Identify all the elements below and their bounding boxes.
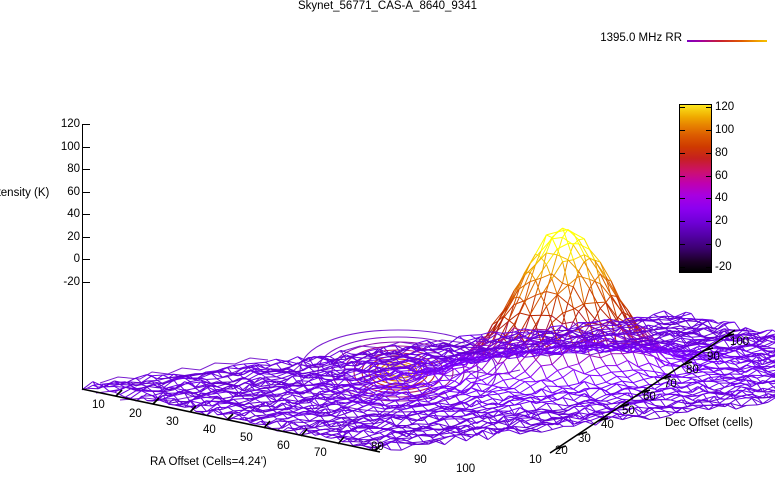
x-axis-tick-label: 90 — [414, 454, 427, 466]
y-axis-ticks — [555, 333, 735, 450]
colorbar-tick-mark-left — [679, 107, 685, 108]
colorbar-tick-mark-right — [706, 267, 712, 268]
y-axis-tick-label: 10 — [529, 454, 542, 466]
surface-wireframe-mesh — [81, 227, 775, 452]
page-title: Skynet_56771_CAS-A_8640_9341 — [297, 0, 478, 12]
x-axis-tick-label: 100 — [456, 463, 476, 475]
legend-line-sample — [687, 40, 767, 42]
legend-entry-label: 1395.0 MHz RR — [600, 32, 682, 44]
y-axis-tick-label: 90 — [707, 351, 720, 363]
x-axis-label: RA Offset (Cells=4.24') — [150, 456, 267, 468]
x-axis-ticks — [115, 389, 382, 452]
y-axis-tick-label: 60 — [643, 391, 656, 403]
colorbar-tick-label: 0 — [715, 238, 722, 251]
z-axis-tick: 80 — [67, 163, 90, 175]
x-axis-tick-label: 80 — [371, 441, 384, 453]
y-axis-tick-label: 20 — [555, 445, 568, 457]
colorbar-tick-mark-left — [679, 175, 685, 177]
z-axis-tick: 40 — [67, 208, 90, 220]
colorbar-tick-mark-left — [679, 129, 685, 131]
colorbar-tick-label: 100 — [715, 123, 735, 136]
y-axis-tick-label: 30 — [578, 433, 591, 445]
colorbar-tick-label: 20 — [715, 215, 728, 228]
z-axis-tick-label: -20 — [63, 276, 80, 288]
colorbar-tick-mark-left — [679, 244, 685, 246]
colorbar-tick-mark-right — [706, 244, 712, 246]
x-axis-tick-label: 20 — [129, 408, 142, 420]
colorbar-tick-label: 120 — [715, 101, 735, 113]
x-axis-tick-label: 50 — [240, 432, 253, 444]
y-axis-tick-label: 80 — [686, 364, 699, 376]
y-axis-tick-label: 50 — [622, 405, 635, 417]
z-axis-tick: 20 — [67, 231, 90, 243]
colorbar-tick-label: 80 — [715, 146, 728, 159]
z-axis-tick: 0 — [74, 253, 90, 265]
colorbar-tick-mark-right — [706, 129, 712, 131]
colorbar-tick-mark-left — [679, 198, 685, 200]
z-axis-tick-label: 60 — [67, 185, 80, 198]
z-axis-tick: 100 — [61, 141, 90, 153]
z-axis-tick-label: 100 — [60, 140, 80, 153]
z-axis-tick: 120 — [61, 118, 90, 130]
x-axis-tick-label: 40 — [203, 424, 216, 436]
colorbar-tick-mark-right — [706, 152, 712, 154]
colorbar-tick-mark-right — [706, 107, 712, 108]
z-axis-tick: 60 — [67, 186, 90, 198]
colorbar-tick-mark-left — [679, 152, 685, 154]
z-axis-line — [82, 124, 83, 389]
colorbar-tick-mark-left — [679, 221, 685, 223]
z-axis-tick-label: 80 — [67, 163, 80, 176]
colorbar-tick-label: 40 — [715, 192, 728, 205]
z-axis-tick-label: 40 — [67, 208, 80, 221]
y-axis-tick-label: 100 — [730, 336, 750, 348]
x-axis-tick-label: 10 — [92, 399, 105, 411]
x-axis-line — [81, 388, 381, 453]
colorbar-tick-mark-right — [706, 198, 712, 200]
x-axis-tick-label: 70 — [314, 447, 327, 459]
y-axis-tick-label: 70 — [664, 378, 677, 390]
colorbar-tick-mark-right — [706, 221, 712, 223]
y-axis-tick-label: 40 — [601, 419, 614, 431]
colorbar-tick-label: 60 — [715, 169, 728, 182]
z-axis-tick-label: 20 — [67, 230, 80, 243]
z-axis-tick: -20 — [63, 276, 90, 288]
colorbar-tick-label: -20 — [715, 261, 732, 273]
z-axis-tick-label: 0 — [73, 253, 80, 266]
z-axis-tick-label: 120 — [60, 118, 80, 130]
colorbar-tick-mark-right — [706, 175, 712, 177]
z-axis-label: Intensity (K) — [0, 187, 50, 199]
colorbar-tick-mark-left — [679, 267, 685, 268]
x-axis-tick-label: 30 — [166, 416, 179, 428]
x-axis-tick-label: 60 — [277, 440, 290, 452]
y-axis-label: Dec Offset (cells) — [665, 417, 753, 429]
